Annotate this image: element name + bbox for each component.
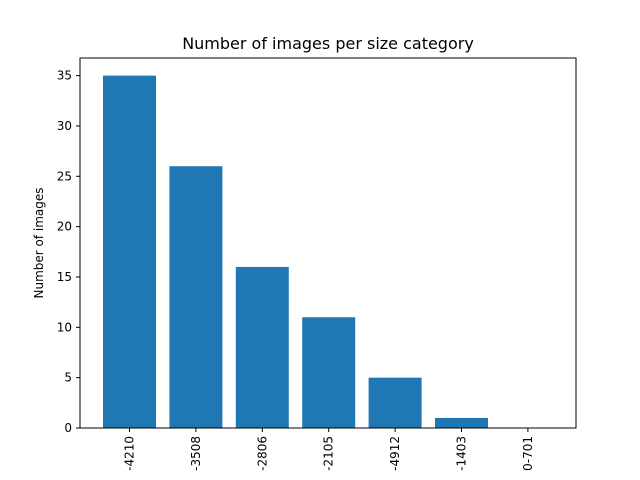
x-tick-label: -2105 (322, 436, 336, 471)
y-tick-label: 35 (57, 69, 72, 83)
y-tick-label: 20 (57, 220, 72, 234)
plot-frame (79, 57, 577, 429)
x-tick-label: 0-701 (521, 436, 535, 471)
bar--2105 (302, 317, 356, 428)
bar--4912 (368, 377, 422, 428)
chart-title: Number of images per size category (182, 34, 474, 53)
bar--2806 (235, 266, 289, 428)
bars (103, 75, 488, 428)
y-axis-ticks: 0 5 10 15 20 25 30 35 (57, 69, 80, 435)
x-axis-ticks: -4210 -3508 -2806 -2105 -4912 -1403 0-701 (123, 428, 535, 471)
y-tick-label: 0 (64, 421, 72, 435)
y-axis-label: Number of images (32, 187, 46, 298)
y-tick-label: 15 (57, 270, 72, 284)
x-tick-label: -3508 (189, 436, 203, 471)
y-tick-label: 5 (64, 371, 72, 385)
bar--3508 (169, 166, 223, 428)
bar--4210 (103, 75, 156, 428)
x-tick-label: -4210 (123, 436, 137, 471)
x-tick-label: -1403 (455, 436, 469, 471)
y-tick-label: 30 (57, 119, 72, 133)
x-tick-label: -2806 (255, 436, 269, 471)
y-tick-label: 25 (57, 169, 72, 183)
y-tick-label: 10 (57, 320, 72, 334)
x-tick-label: -4912 (388, 436, 402, 471)
bar--1403 (435, 417, 488, 428)
